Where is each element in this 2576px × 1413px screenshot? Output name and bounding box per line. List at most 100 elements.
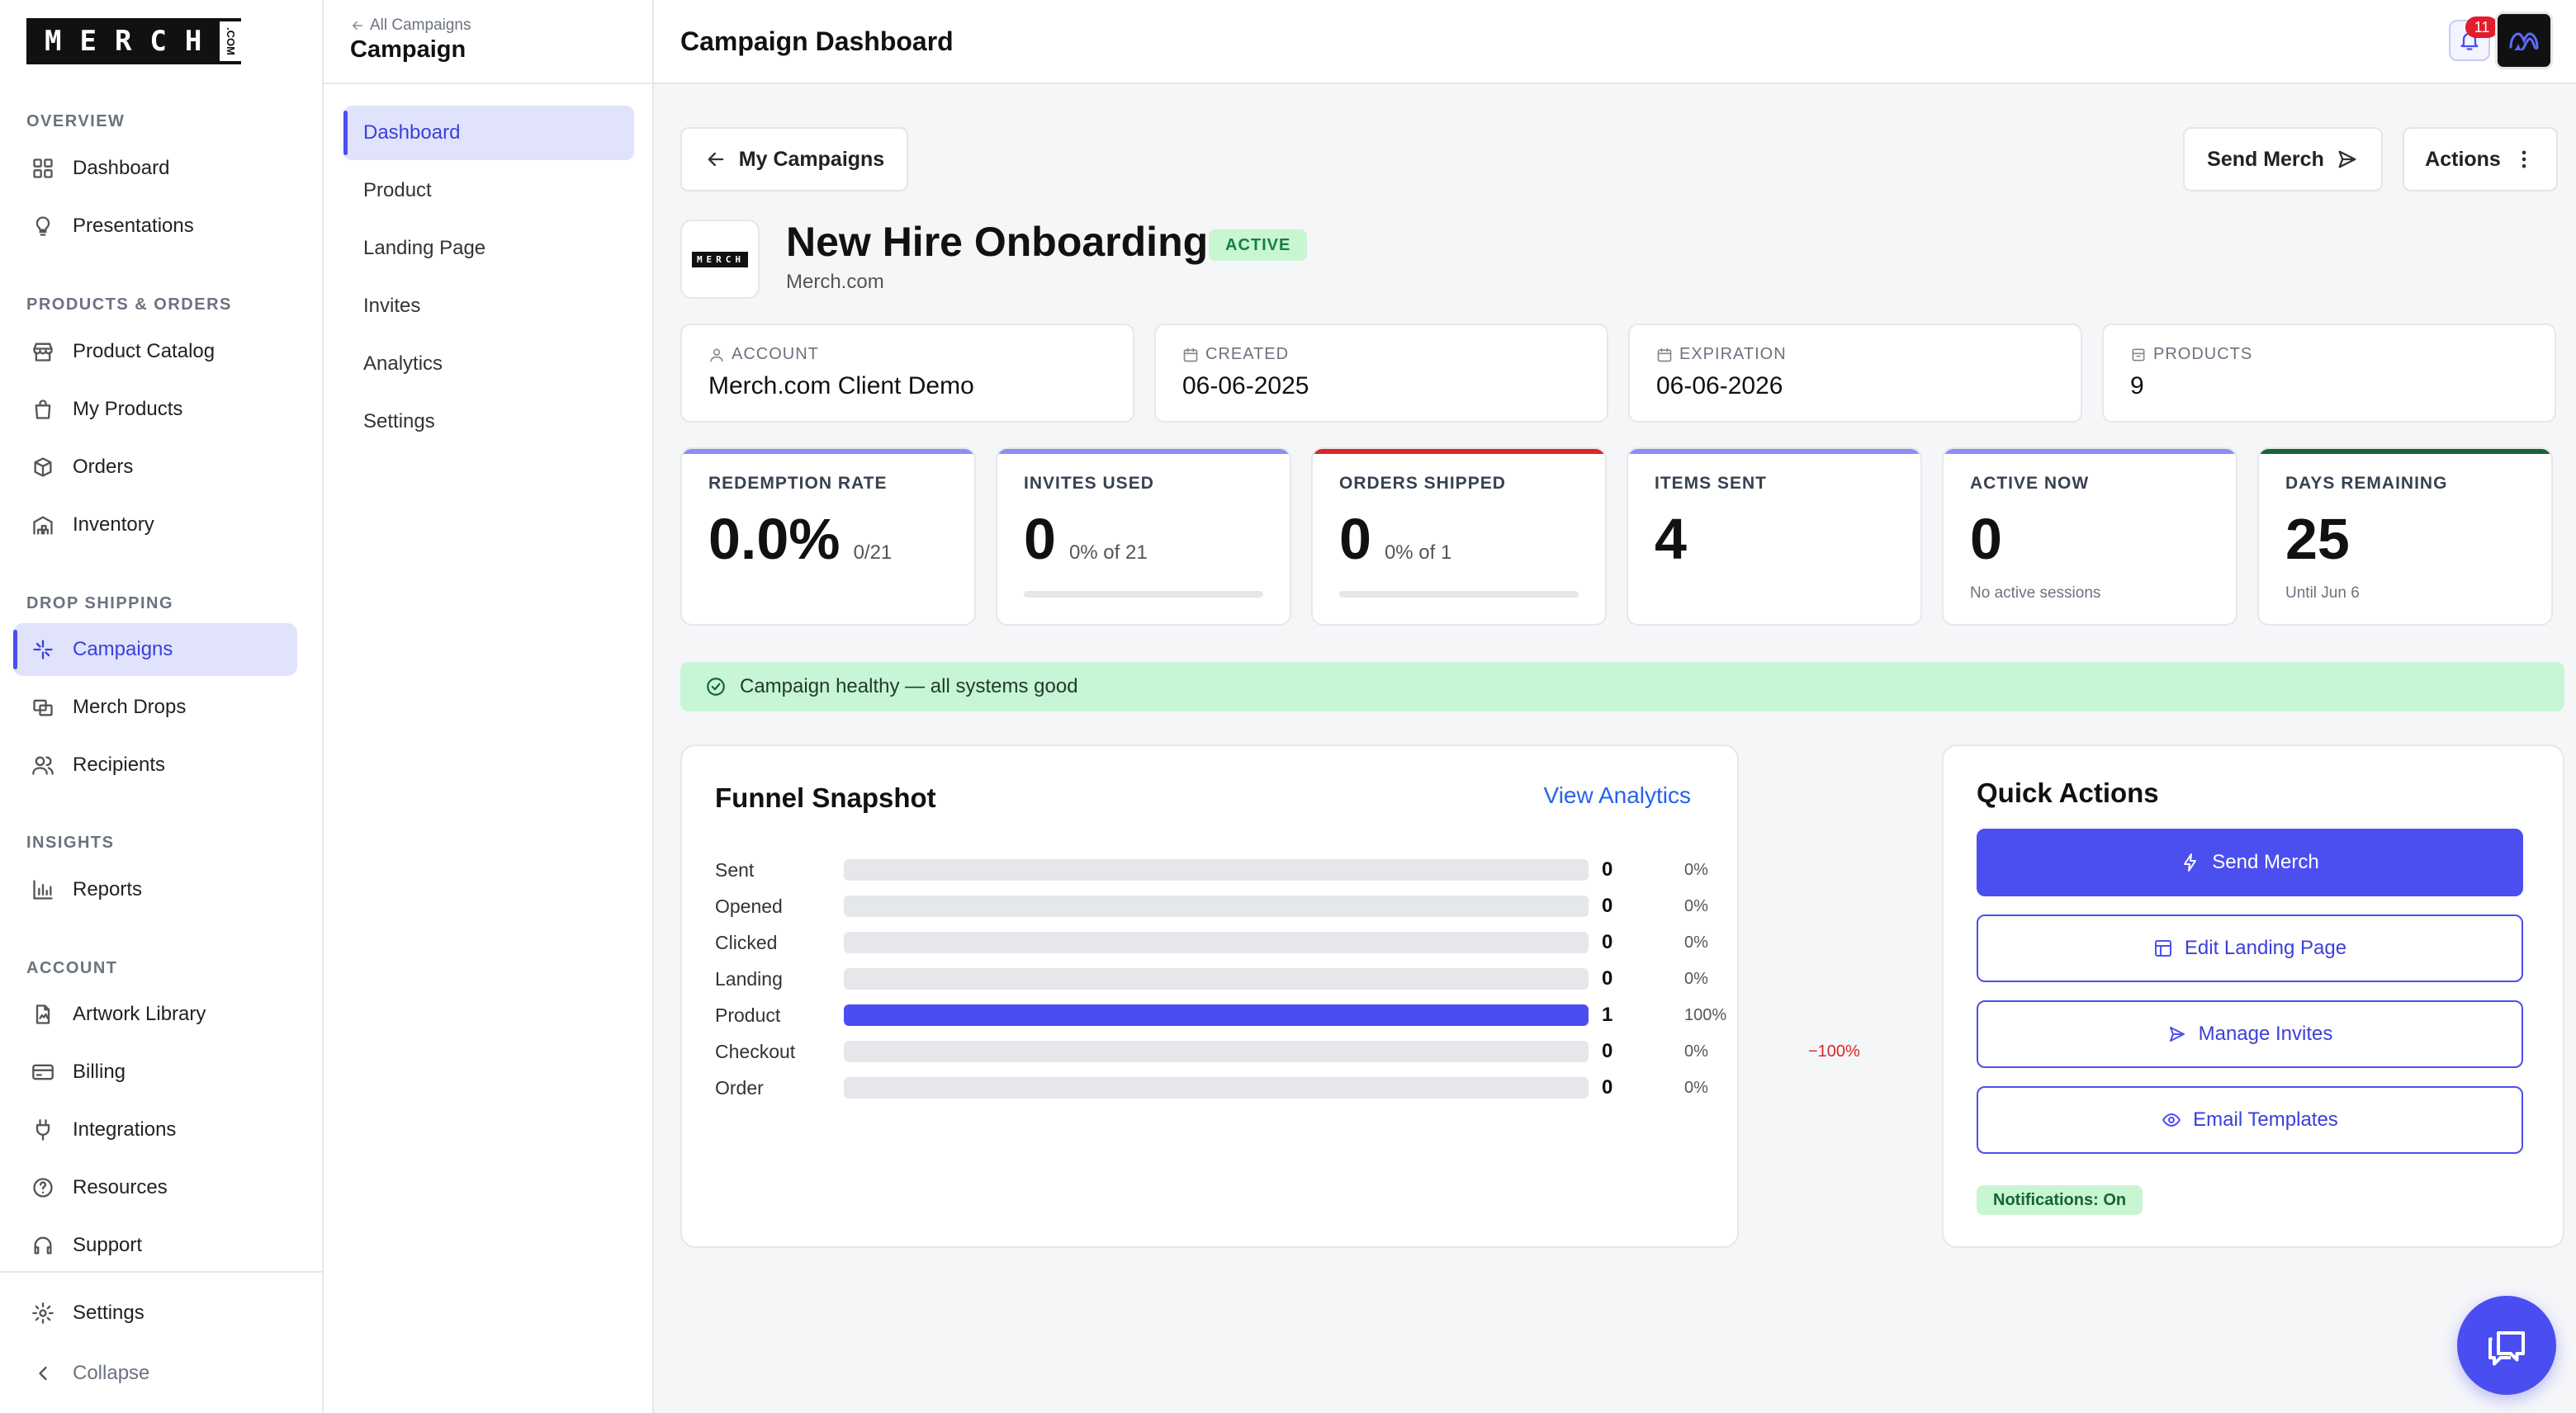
stat-accent (1944, 449, 2236, 454)
campaign-health-banner: Campaign healthy — all systems good (680, 662, 2564, 711)
sidebar-item-reports[interactable]: Reports (13, 863, 297, 916)
funnel-percent: 0% (1684, 896, 1708, 915)
sidebar-item-campaigns[interactable]: Campaigns (13, 623, 297, 676)
main-sidebar: MERCH .COM OVERVIEW Dashboard Presentati… (0, 0, 324, 1413)
campaign-company: Merch.com (786, 271, 884, 293)
send-merch-button[interactable]: Send Merch (2183, 127, 2383, 191)
chat-support-button[interactable] (2457, 1296, 2556, 1395)
stat-sub: 0/21 (853, 541, 893, 564)
sidebar-item-inventory[interactable]: Inventory (13, 499, 297, 551)
edit-landing-page-button[interactable]: Edit Landing Page (1977, 914, 2523, 982)
funnel-track (844, 1041, 1589, 1062)
tab-settings[interactable]: Settings (363, 410, 435, 432)
send-icon (2338, 150, 2356, 168)
calendar-icon (1657, 347, 1672, 362)
drops-icon (30, 694, 56, 721)
info-value: 9 (2130, 372, 2144, 399)
sidebar-item-label: Orders (73, 456, 134, 478)
funnel-count: 0 (1602, 967, 1613, 990)
tab-product[interactable]: Product (363, 179, 432, 201)
warehouse-icon (30, 512, 56, 538)
section-insights: INSIGHTS (26, 834, 115, 852)
info-value: 06-06-2025 (1182, 372, 1309, 399)
send-merch-label: Send Merch (2207, 147, 2324, 171)
account-avatar[interactable] (2495, 12, 2553, 69)
sidebar-item-billing[interactable]: Billing (13, 1046, 297, 1099)
sidebar-item-support[interactable]: Support (13, 1219, 297, 1272)
file-image-icon (30, 1001, 56, 1028)
tab-invites[interactable]: Invites (363, 295, 421, 317)
chat-icon (2488, 1331, 2525, 1366)
package-icon (2132, 348, 2145, 361)
email-templates-button[interactable]: Email Templates (1977, 1086, 2523, 1154)
info-label: EXPIRATION (1679, 345, 1787, 363)
stat-sub: 0% of 1 (1384, 541, 1452, 564)
sidebar-item-presentations[interactable]: Presentations (13, 200, 297, 253)
sidebar-item-label: Product Catalog (73, 340, 215, 362)
sidebar-item-product-catalog[interactable]: Product Catalog (13, 325, 297, 378)
help-circle-icon (30, 1174, 56, 1201)
collapse-label: Collapse (73, 1362, 150, 1384)
quick-send-merch-button[interactable]: Send Merch (1977, 829, 2523, 896)
brand-logo[interactable]: MERCH .COM (26, 18, 242, 64)
check-circle-icon (707, 678, 725, 696)
info-label: PRODUCTS (2153, 345, 2253, 363)
sidebar-item-label: Reports (73, 878, 143, 900)
stat-value: 0 (1339, 507, 1371, 571)
section-overview: OVERVIEW (26, 112, 125, 130)
all-campaigns-link[interactable]: All Campaigns (350, 17, 471, 35)
funnel-count: 0 (1602, 931, 1613, 953)
sidebar-item-my-products[interactable]: My Products (13, 383, 297, 436)
notifications-status-badge[interactable]: Notifications: On (1977, 1185, 2143, 1215)
funnel-row-order: Order 0 0% (715, 1070, 1937, 1106)
funnel-label: Sent (715, 858, 755, 881)
sidebar-item-resources[interactable]: Resources (13, 1161, 297, 1214)
funnel-percent: 0% (1684, 933, 1708, 952)
sidebar-item-settings[interactable]: Settings (13, 1287, 297, 1340)
view-analytics-link[interactable]: View Analytics (1543, 782, 1691, 808)
bar-chart-icon (30, 877, 56, 903)
collapse-button[interactable]: Collapse (13, 1347, 297, 1400)
stat-progress-bar (1024, 591, 1263, 598)
sidebar-item-orders[interactable]: Orders (13, 441, 297, 494)
funnel-track (844, 968, 1589, 990)
campaign-logo: MERCH (680, 220, 760, 299)
tab-analytics[interactable]: Analytics (363, 352, 443, 375)
funnel-track (844, 896, 1589, 917)
bag-icon (30, 396, 56, 423)
tab-landing-page[interactable]: Landing Page (363, 237, 486, 259)
manage-invites-button[interactable]: Manage Invites (1977, 1000, 2523, 1068)
funnel-title: Funnel Snapshot (715, 782, 936, 813)
sparkle-icon (30, 636, 56, 663)
funnel-label: Opened (715, 895, 783, 917)
funnel-row-sent: Sent 0 0% (715, 852, 1937, 888)
gear-icon (30, 1300, 56, 1326)
sidebar-item-artwork-library[interactable]: Artwork Library (13, 988, 297, 1041)
funnel-percent: 0% (1684, 969, 1708, 988)
sidebar-item-integrations[interactable]: Integrations (13, 1103, 297, 1156)
stat-label: ORDERS SHIPPED (1339, 474, 1506, 493)
tab-dashboard[interactable]: Dashboard (343, 106, 634, 160)
my-campaigns-button[interactable]: My Campaigns (680, 127, 908, 191)
sidebar-item-label: Artwork Library (73, 1003, 206, 1025)
users-icon (30, 752, 56, 778)
info-value: Merch.com Client Demo (708, 372, 974, 399)
section-drop-shipping: DROP SHIPPING (26, 594, 174, 612)
funnel-percent: 0% (1684, 1042, 1708, 1061)
sidebar-item-merch-drops[interactable]: Merch Drops (13, 681, 297, 734)
chevron-left-icon (30, 1360, 56, 1387)
sidebar-item-dashboard[interactable]: Dashboard (13, 142, 297, 195)
sidebar-item-label: Recipients (73, 754, 166, 776)
grid-icon (30, 155, 56, 182)
notifications-button[interactable]: 11 (2449, 17, 2498, 61)
sidebar-item-recipients[interactable]: Recipients (13, 739, 297, 792)
quick-action-label: Manage Invites (2198, 1023, 2333, 1045)
funnel-percent: 100% (1684, 1005, 1727, 1024)
my-campaigns-label: My Campaigns (738, 147, 885, 171)
stat-value: 4 (1655, 507, 1687, 571)
stat-card-items-sent: ITEMS SENT 4 (1627, 447, 1922, 626)
store-icon (30, 338, 56, 365)
funnel-row-opened: Opened 0 0% (715, 888, 1937, 924)
actions-menu-button[interactable]: Actions (2403, 127, 2558, 191)
sidebar-item-label: Merch Drops (73, 696, 187, 718)
